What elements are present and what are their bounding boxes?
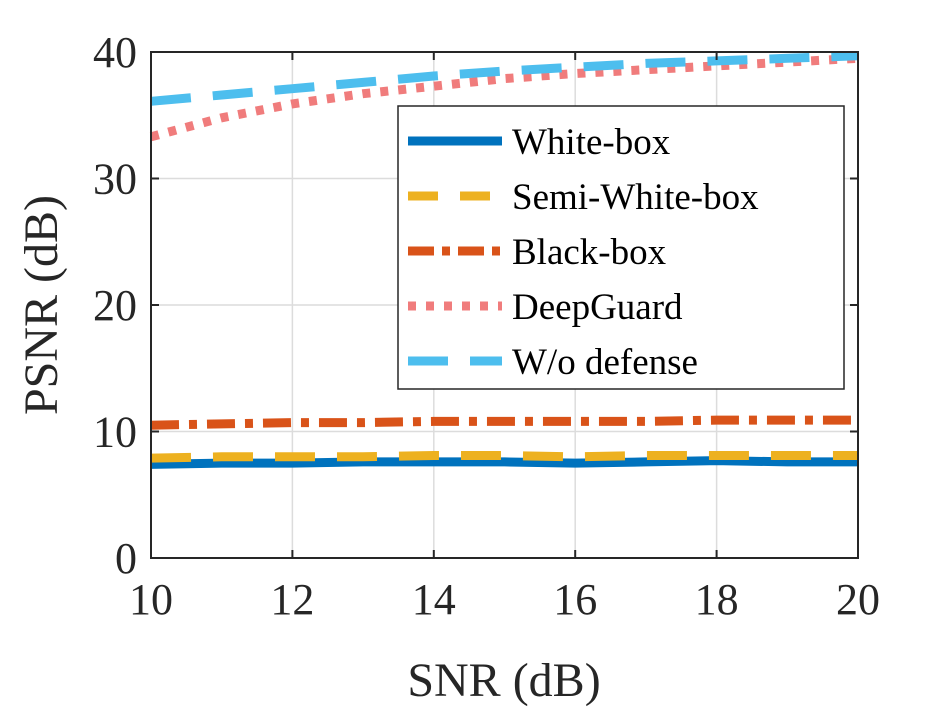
- series-line: [150, 456, 858, 469]
- x-tick-label: 16: [553, 575, 597, 624]
- legend: White-box Semi-White-box Black-box DeepGuar…: [397, 105, 845, 390]
- y-tick-label: 20: [93, 281, 137, 330]
- x-tick-label: 14: [412, 575, 456, 624]
- y-tick-label: 10: [93, 408, 137, 457]
- legend-label: Black-box: [512, 232, 667, 273]
- legend-label: W/o defense: [512, 342, 698, 383]
- legend-label: White-box: [512, 122, 671, 163]
- y-tick-label: 30: [93, 155, 137, 204]
- series-line: [149, 53, 859, 142]
- x-tick-label: 18: [695, 575, 739, 624]
- x-tick-label: 10: [129, 575, 173, 624]
- x-axis-label: SNR (dB): [407, 654, 600, 707]
- legend-label: DeepGuard: [512, 287, 683, 328]
- y-axis-label: PSNR (dB): [15, 195, 68, 415]
- y-tick-label: 0: [115, 534, 137, 583]
- legend-label: Semi-White-box: [512, 177, 759, 218]
- x-tick-label: 20: [836, 575, 880, 624]
- ticks: [150, 51, 859, 559]
- y-tick-label: 40: [93, 28, 137, 77]
- x-tick-label: 12: [270, 575, 314, 624]
- series-line: [150, 51, 859, 106]
- series-line: [150, 451, 858, 463]
- series-line: [150, 415, 858, 430]
- series-layer: [149, 51, 859, 469]
